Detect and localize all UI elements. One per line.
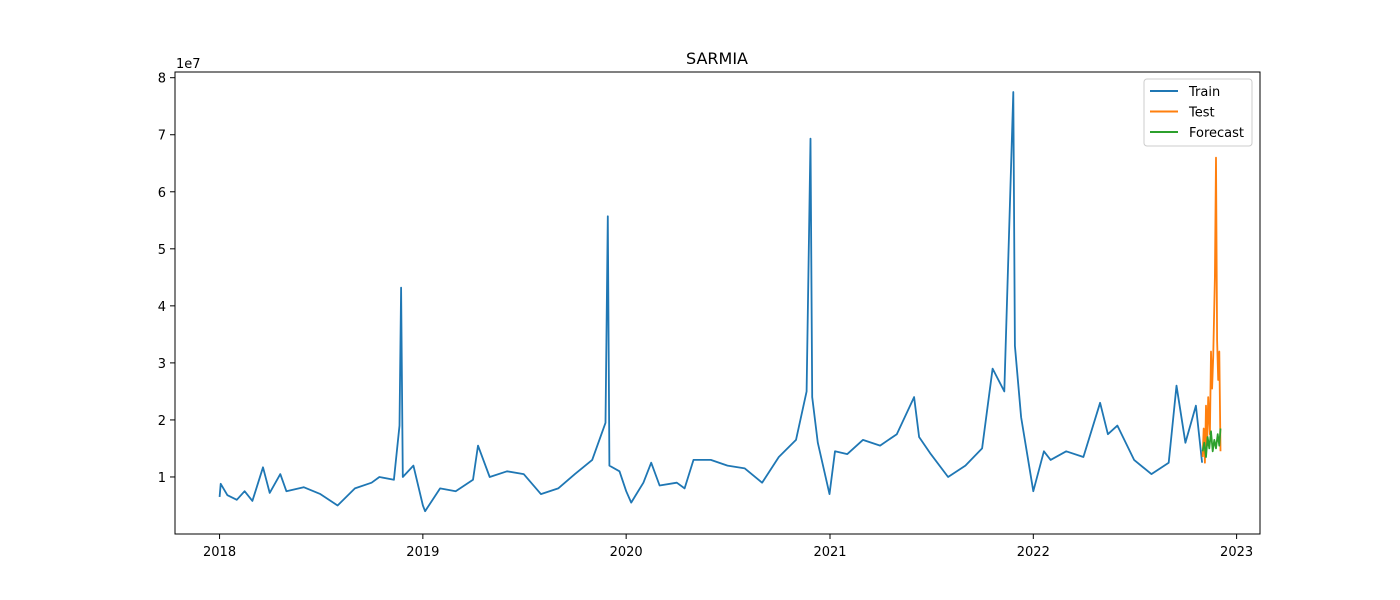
- y-tick-label: 7: [158, 129, 166, 144]
- series-layer: [218, 91, 1222, 513]
- x-tick-label: 2019: [406, 545, 439, 560]
- y-axis: 1 2 3 4 5 6 7 8: [158, 72, 175, 486]
- legend-label-forecast: Forecast: [1189, 126, 1244, 141]
- legend-label-test: Test: [1188, 106, 1215, 121]
- y-tick-label: 1: [158, 471, 166, 486]
- x-tick-label: 2021: [813, 545, 846, 560]
- y-tick-label: 6: [158, 186, 166, 201]
- y-tick-label: 3: [158, 357, 166, 372]
- x-tick-label: 2020: [610, 545, 643, 560]
- plot-background: [175, 72, 1260, 534]
- legend: Train Test Forecast: [1143, 78, 1253, 147]
- x-tick-label: 2022: [1017, 545, 1050, 560]
- y-offset-label: 1e7: [176, 57, 201, 72]
- y-tick-label: 2: [158, 414, 166, 429]
- plot-frame: [174, 71, 1261, 535]
- y-tick-label: 8: [158, 72, 166, 87]
- series-line-forecast: [1201, 428, 1222, 458]
- x-axis: 2018 2019 2020 2021 2022 2023: [203, 534, 1253, 560]
- legend-box: [1143, 78, 1253, 147]
- chart-title: SARMIA: [686, 49, 748, 68]
- x-tick-label: 2023: [1220, 545, 1253, 560]
- series-line-test: [1201, 156, 1222, 464]
- y-tick-label: 4: [158, 300, 166, 315]
- y-tick-label: 5: [158, 243, 166, 258]
- series-line-train: [218, 91, 1203, 513]
- x-tick-label: 2018: [203, 545, 236, 560]
- legend-label-train: Train: [1188, 85, 1220, 100]
